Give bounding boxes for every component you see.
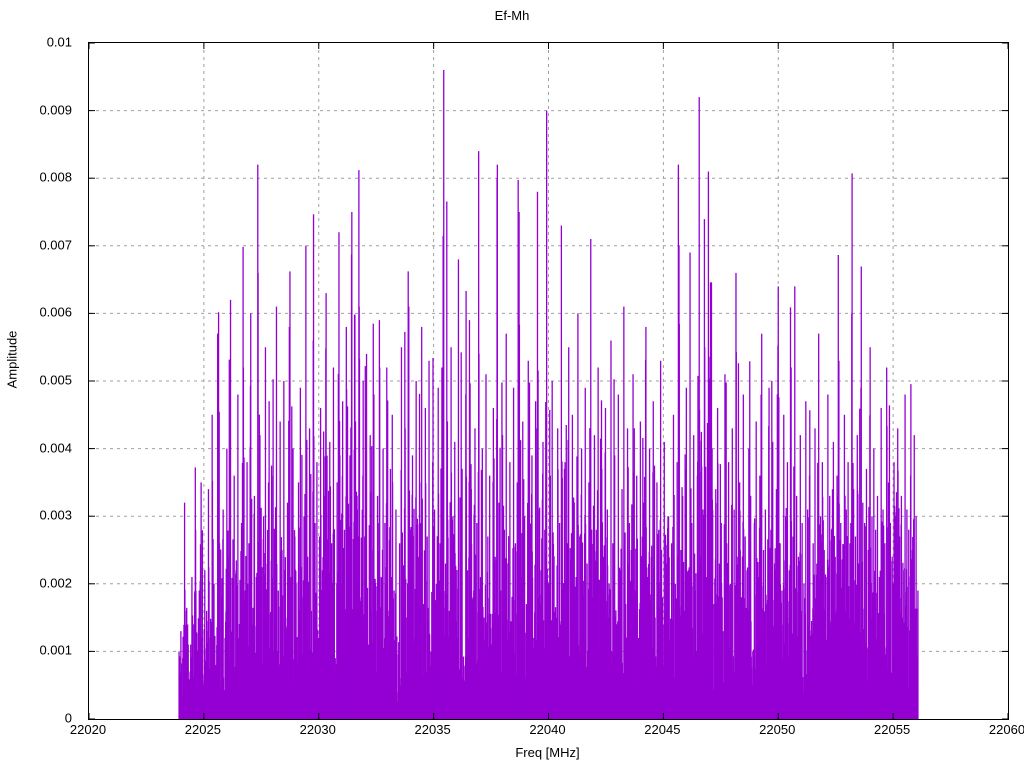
x-tick-label: 22035 xyxy=(414,722,451,737)
y-tick-label: 0.01 xyxy=(46,34,72,50)
axis-tick-marks xyxy=(89,43,1008,719)
y-tick-label: 0.006 xyxy=(39,304,72,320)
chart-title: Ef-Mh xyxy=(494,8,530,23)
y-tick-label: 0.009 xyxy=(39,102,72,118)
y-axis-tick-labels: 0 0.001 0.002 0.003 0.004 0.005 0.006 0.007 0.00… xyxy=(0,35,80,726)
x-tick-label: 22045 xyxy=(644,722,681,737)
y-tick-label: 0.005 xyxy=(39,372,72,388)
x-tick-label: 22020 xyxy=(69,722,107,737)
y-tick-label: 0.002 xyxy=(39,575,72,591)
y-tick-label: 0.003 xyxy=(39,507,72,523)
x-tick-label: 22025 xyxy=(184,722,221,737)
x-tick-label: 22040 xyxy=(529,722,566,737)
data-series-impulses xyxy=(178,70,919,719)
y-tick-label: 0.001 xyxy=(39,642,72,658)
plot-area xyxy=(88,42,1009,720)
y-tick-label: 0.007 xyxy=(39,237,72,253)
x-tick-label: 22030 xyxy=(299,722,336,737)
x-axis-title: Freq [MHz] xyxy=(515,745,580,760)
y-tick-label: 0.008 xyxy=(39,169,72,185)
x-tick-label: 22060 xyxy=(988,722,1024,737)
y-tick-label: 0.004 xyxy=(39,440,72,456)
x-tick-label: 22050 xyxy=(759,722,796,737)
x-tick-label: 22055 xyxy=(874,722,911,737)
y-tick-label: 0 xyxy=(64,710,72,726)
x-axis-tick-labels: 22020 22025 22030 22035 22040 22045 22050 22055… xyxy=(70,722,1024,744)
